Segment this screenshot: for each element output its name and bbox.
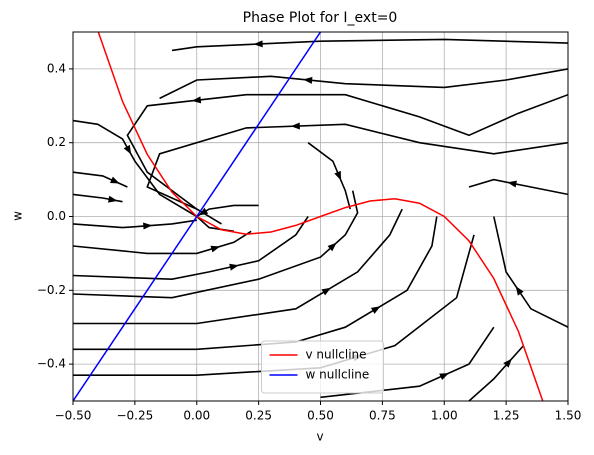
streamline — [73, 171, 128, 188]
axes: −0.50 −0.25 0.00 0.25 0.50 0.75 1.00 1.25 1.50 −0… — [37, 61, 582, 422]
streamline — [195, 204, 259, 233]
nullcline — [73, 32, 322, 401]
x-tick-label: 1.25 — [493, 409, 520, 423]
legend-label: w nullcline — [306, 368, 370, 382]
streamline — [73, 230, 252, 255]
y-axis-label: w — [11, 211, 25, 221]
x-axis-label: v — [316, 430, 323, 444]
nullcline — [97, 32, 544, 401]
streamline-arrow — [110, 176, 120, 184]
streamline-arrow — [507, 180, 517, 188]
x-tick-label: −0.50 — [55, 409, 92, 423]
legend-box — [261, 340, 384, 394]
streamline — [73, 216, 438, 351]
legend-label: v nullcline — [306, 348, 367, 362]
streamline-arrow — [321, 287, 331, 296]
streamline — [159, 68, 568, 100]
chart-title: Phase Plot for I_ext=0 — [243, 10, 398, 26]
streamline — [171, 38, 568, 52]
y-tick-label: −0.2 — [37, 283, 66, 297]
streamline-arrow — [327, 242, 337, 252]
streamline-arrow — [370, 306, 381, 314]
y-tick-label: −0.4 — [37, 357, 66, 371]
streamline-arrow — [303, 76, 313, 84]
legend: v nullcline w nullcline — [261, 340, 384, 394]
x-tick-label: 1.00 — [431, 409, 458, 423]
streamline — [468, 345, 525, 401]
streamline-arrow — [334, 170, 342, 181]
plot-area — [73, 32, 568, 401]
streamline — [126, 93, 568, 225]
streamline — [307, 142, 351, 210]
x-tick-label: −0.25 — [116, 409, 153, 423]
streamline-arrow — [439, 373, 449, 381]
y-tick-label: 0.4 — [47, 61, 66, 75]
x-tick-label: 0.00 — [183, 409, 210, 423]
streamline — [73, 190, 359, 299]
streamline-arrow — [108, 195, 118, 203]
y-tick-label: 0.0 — [47, 209, 66, 223]
x-tick-label: 0.75 — [369, 409, 396, 423]
streamline — [468, 178, 568, 196]
streamline — [493, 216, 568, 328]
streamline-arrow — [515, 286, 524, 296]
streamline-arrow — [198, 207, 209, 216]
streamline-arrow — [143, 222, 153, 230]
streamline-arrow — [503, 358, 512, 368]
x-tick-label: 1.50 — [555, 409, 582, 423]
streamline-arrow — [210, 245, 221, 253]
x-tick-label: 0.50 — [307, 409, 334, 423]
streamline-arrow — [191, 96, 202, 104]
streamline-arrow — [253, 40, 263, 48]
streamline-arrow — [290, 122, 300, 130]
streamline-arrow — [123, 144, 132, 155]
y-tick-label: 0.2 — [47, 135, 66, 149]
streamline-arrow — [229, 263, 239, 271]
x-tick-label: 0.25 — [245, 409, 272, 423]
